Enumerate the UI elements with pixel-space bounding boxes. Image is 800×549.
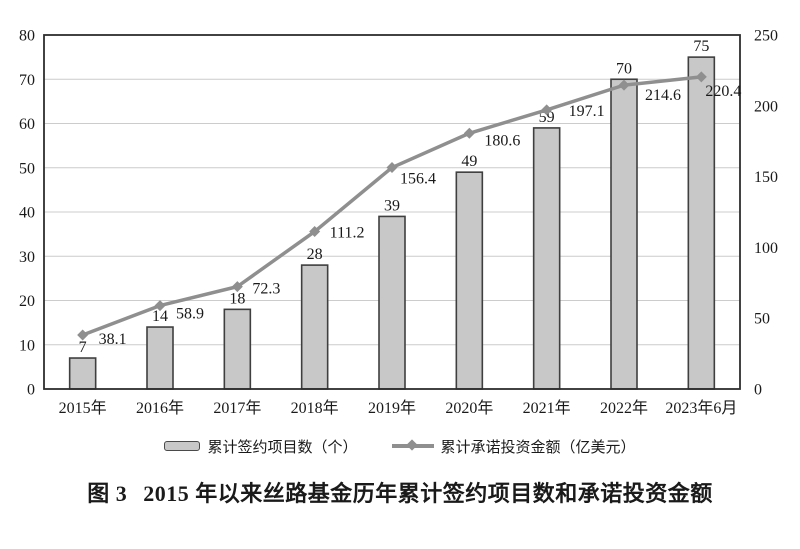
- figure-caption: 图 3 2015 年以来丝路基金历年累计签约项目数和承诺投资金额: [0, 476, 800, 508]
- combo-chart-canvas: 7 14 18 28 39 49 59 70 75 38.1 58.9 72.3 111.2 156.4 1…: [19, 28, 778, 418]
- bar: [610, 78, 638, 390]
- left-axis-tick-label: 40: [19, 205, 35, 222]
- bar-series-swatch: [164, 441, 201, 451]
- bar: [687, 56, 716, 390]
- line-value-label: 180.6: [484, 132, 520, 149]
- line-value-label: 58.9: [176, 306, 204, 323]
- diamond-marker-icon: [405, 439, 418, 451]
- x-axis-label: 2016年: [136, 399, 184, 417]
- x-axis-label: 2019年: [368, 399, 416, 417]
- x-axis-label: 2021年: [523, 399, 571, 417]
- left-axis-tick-label: 0: [27, 382, 35, 399]
- bar-value-label: 49: [461, 153, 477, 170]
- right-axis-tick-label: 0: [754, 382, 762, 399]
- line-marker-diamond: [541, 104, 553, 116]
- line-value-label: 220.4: [705, 83, 741, 100]
- right-axis-tick-label: 200: [754, 98, 778, 115]
- bar: [300, 264, 329, 390]
- x-axis-label: 2020年: [445, 399, 493, 417]
- bar: [455, 171, 484, 390]
- line-marker-diamond: [386, 162, 398, 174]
- left-axis-tick-label: 10: [19, 337, 35, 354]
- legend-item-investment: 累计承诺投资金额（亿美元）: [391, 436, 636, 457]
- left-axis-tick-label: 50: [19, 160, 35, 177]
- bar-value-label: 39: [384, 197, 400, 214]
- bar: [378, 215, 406, 390]
- line-marker-diamond: [154, 300, 166, 312]
- line-marker-diamond: [463, 127, 475, 139]
- line-value-label: 214.6: [645, 87, 681, 104]
- figure-number: 图 3: [87, 481, 128, 506]
- line-value-label: 197.1: [569, 103, 605, 120]
- legend-investment-label: 累计承诺投资金额（亿美元）: [440, 439, 636, 456]
- bar-value-label: 14: [152, 308, 168, 325]
- right-axis-tick-label: 250: [754, 28, 778, 45]
- x-axis-label: 2022年: [600, 399, 648, 417]
- line-marker-diamond: [77, 329, 89, 341]
- bar-value-label: 28: [307, 246, 323, 263]
- left-axis-tick-label: 80: [19, 28, 35, 45]
- left-axis-tick-label: 70: [19, 72, 35, 89]
- line-value-label: 111.2: [330, 225, 365, 242]
- line-value-label: 38.1: [99, 331, 127, 348]
- bar: [223, 308, 252, 390]
- figure-title: 2015 年以来丝路基金历年累计签约项目数和承诺投资金额: [143, 481, 713, 506]
- line-marker-diamond: [618, 79, 630, 91]
- line-series-swatch: [391, 439, 434, 451]
- bar-value-label: 18: [229, 290, 245, 307]
- line-value-label: 72.3: [252, 281, 280, 298]
- bar: [68, 357, 97, 390]
- x-axis-label: 2015年: [59, 399, 107, 417]
- right-axis-tick-label: 100: [754, 240, 778, 257]
- x-axis-label: 2018年: [291, 399, 339, 417]
- x-axis-label: 2023年6月: [665, 399, 737, 417]
- line-marker-diamond: [309, 226, 321, 238]
- bar-value-label: 75: [693, 38, 709, 55]
- left-axis-tick-label: 30: [19, 249, 35, 266]
- legend-projects-label: 累计签约项目数（个）: [207, 439, 358, 456]
- bar: [146, 326, 174, 390]
- left-axis-tick-label: 20: [19, 293, 35, 310]
- line-marker-diamond: [695, 71, 707, 83]
- bar-value-label: 7: [79, 339, 87, 356]
- bar: [532, 127, 561, 390]
- bar-value-label: 59: [539, 109, 555, 126]
- chart-legend: 累计签约项目数（个） 累计承诺投资金额（亿美元）: [0, 433, 800, 459]
- x-axis-label: 2017年: [213, 399, 261, 417]
- legend-item-projects: 累计签约项目数（个）: [164, 436, 358, 457]
- bar-value-label: 70: [616, 60, 632, 77]
- line-marker-diamond: [231, 281, 243, 293]
- right-axis-tick-label: 50: [754, 311, 770, 328]
- plot-frame: [43, 34, 741, 390]
- right-axis-tick-label: 150: [754, 169, 778, 186]
- left-axis-tick-label: 60: [19, 116, 35, 133]
- line-value-label: 156.4: [400, 171, 436, 188]
